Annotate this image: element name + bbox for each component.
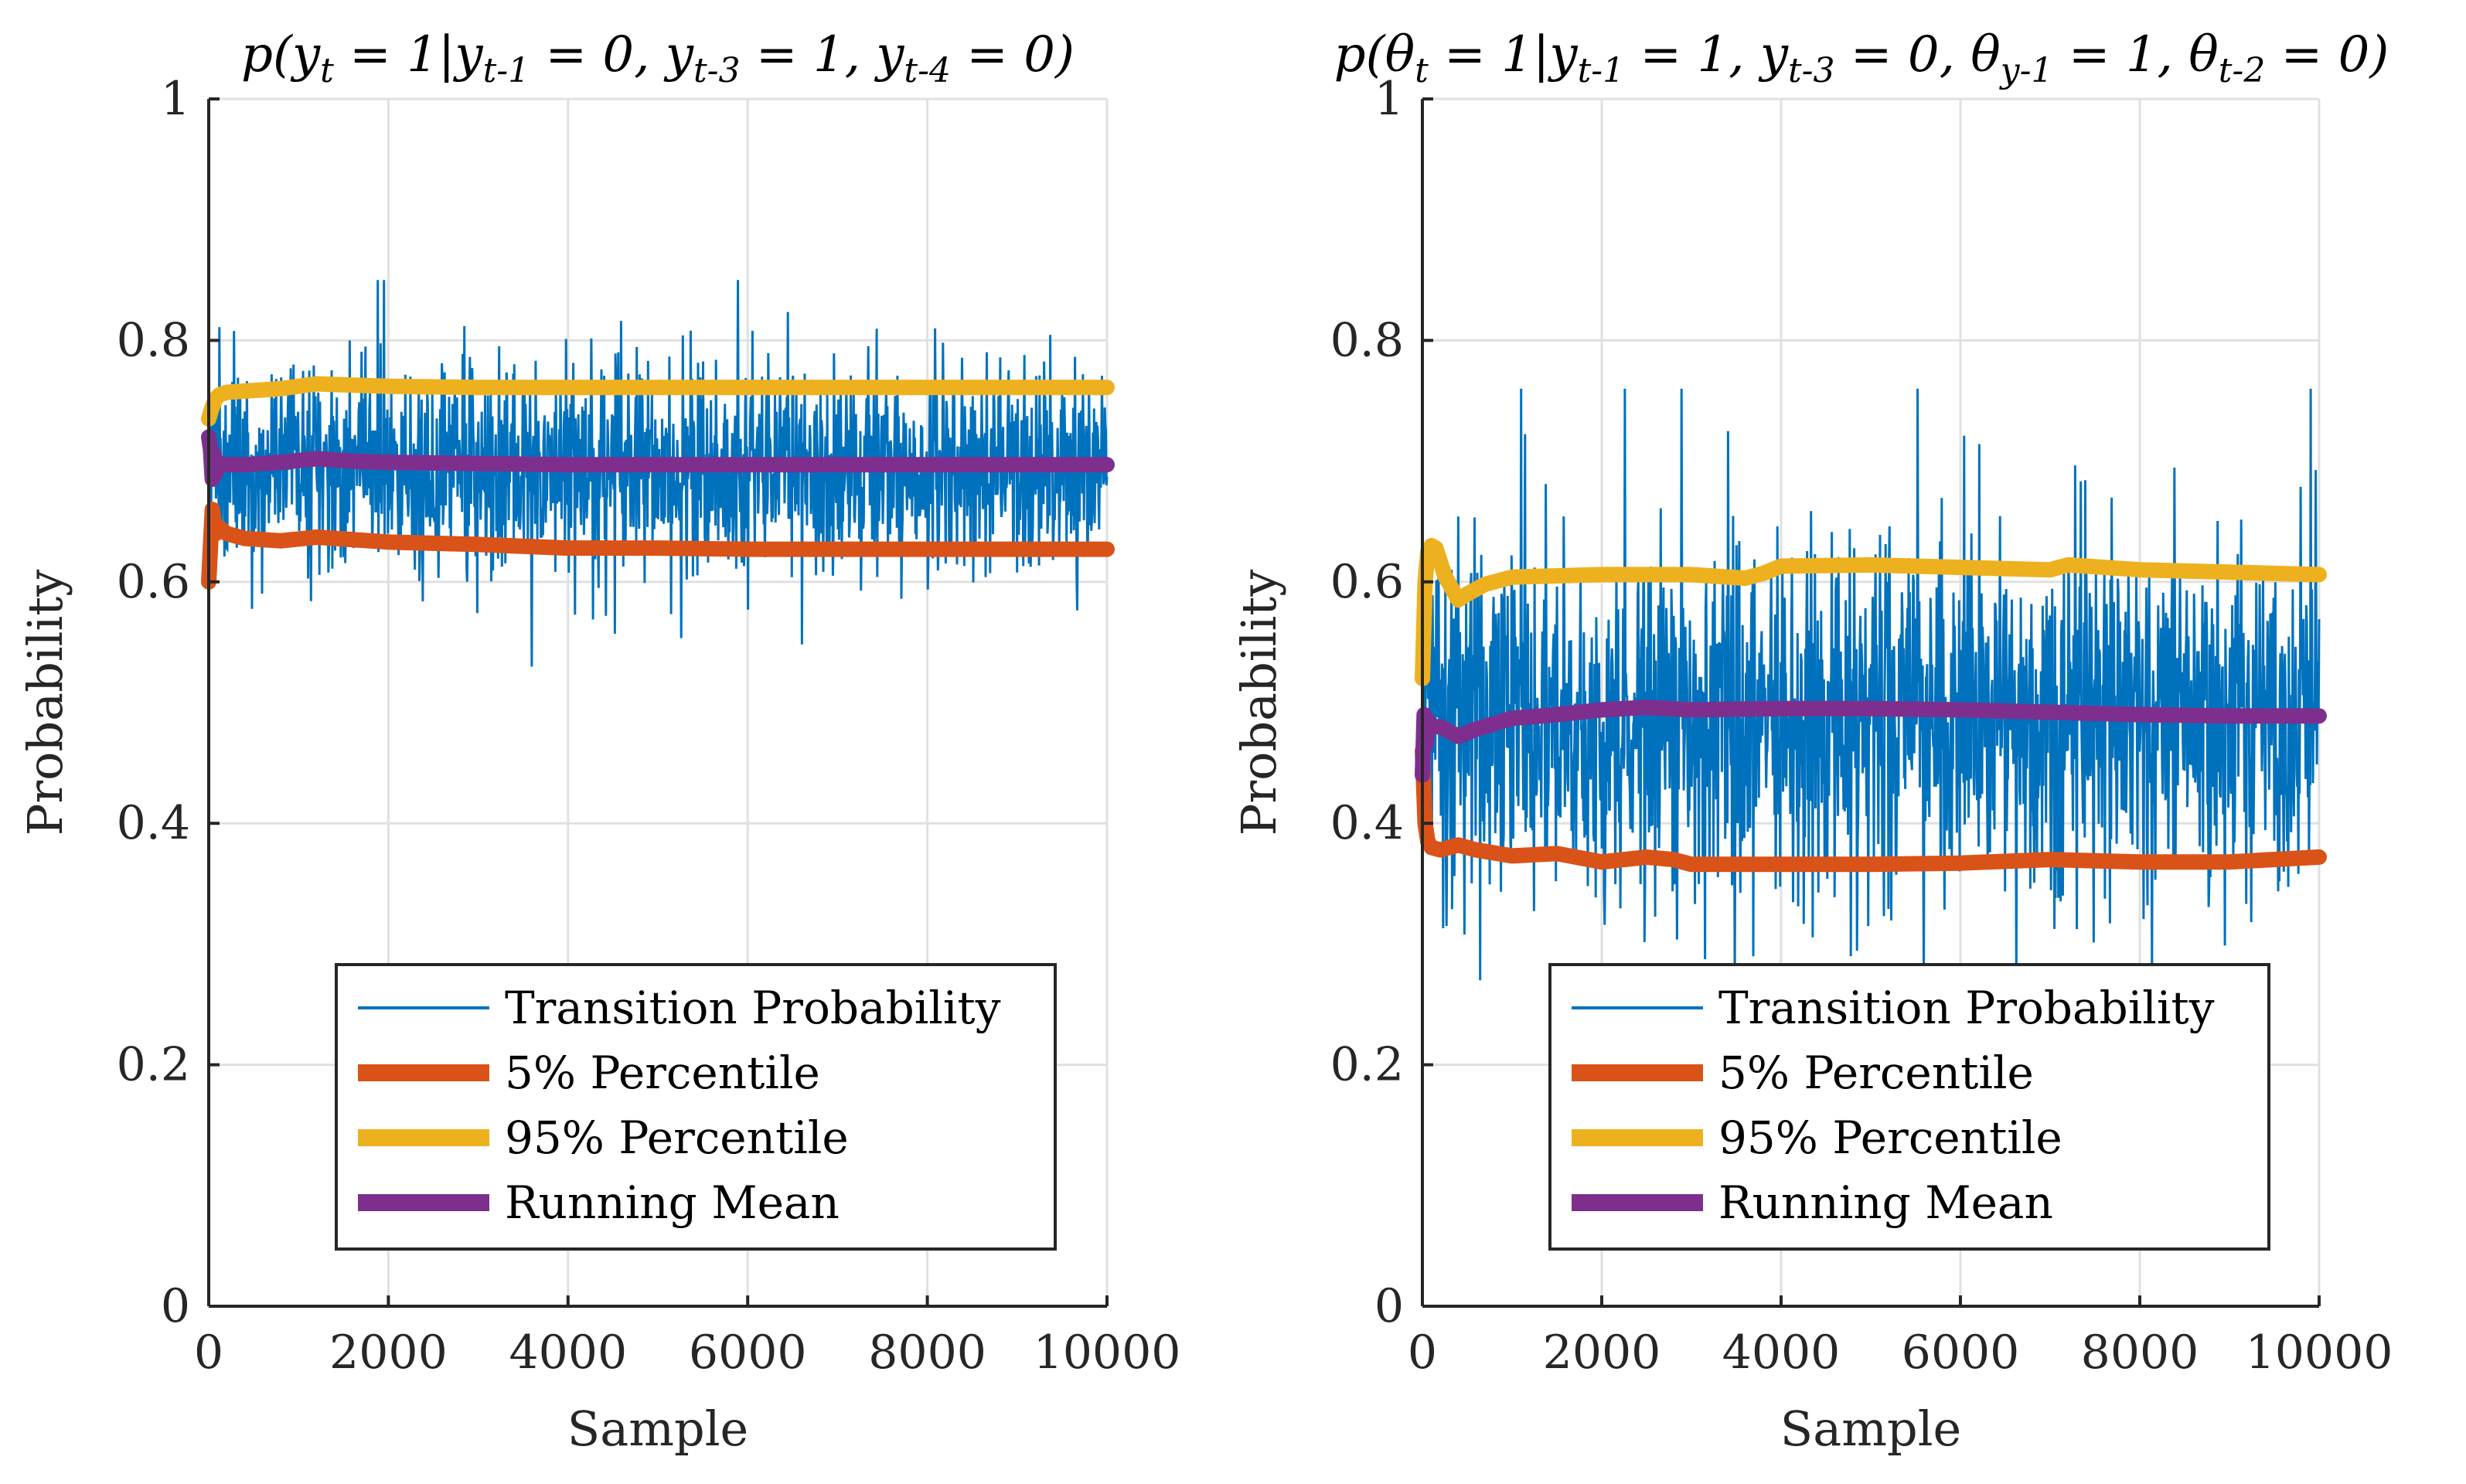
x-tick-label: 0 xyxy=(1408,1326,1437,1380)
y-tick-label: 0.4 xyxy=(117,796,190,850)
x-tick-label: 10000 xyxy=(2246,1326,2393,1380)
y-tick-label: 0.6 xyxy=(1330,555,1404,609)
series-5-percentile xyxy=(201,502,1115,590)
series-transition-probability xyxy=(207,280,1109,667)
y-axis-label: Probability xyxy=(1231,570,1287,836)
series-running-mean xyxy=(1415,699,2327,783)
legend-label: 5% Percentile xyxy=(1718,1047,2034,1099)
y-tick-label: 0 xyxy=(1374,1279,1404,1333)
x-tick-label: 8000 xyxy=(868,1326,986,1380)
legend-label: Running Mean xyxy=(1718,1176,2053,1229)
legend-label: Running Mean xyxy=(505,1176,840,1229)
series-95-percentile xyxy=(1415,537,2327,686)
right-chart-panel: 0 2000 4000 6000 8000 10000 0 0.2 0.4 0.6 0.8 1 Samp… xyxy=(1231,26,2393,1457)
legend-label: 95% Percentile xyxy=(1718,1111,2062,1164)
x-axis-label: Sample xyxy=(1780,1401,1961,1457)
y-tick-label: 0.2 xyxy=(117,1038,190,1092)
x-axis-label: Sample xyxy=(567,1401,748,1457)
chart-title: p(yt​ = 1|yt-1​ = 0, yt-3​ = 1, yt-4​ = … xyxy=(241,26,1075,90)
x-tick-label: 6000 xyxy=(1902,1326,2020,1380)
legend-label: 5% Percentile xyxy=(505,1047,820,1099)
x-tick-label: 6000 xyxy=(689,1326,807,1380)
series-running-mean xyxy=(201,429,1115,487)
x-tick-label: 4000 xyxy=(1722,1326,1841,1380)
y-tick-label: 1 xyxy=(1374,72,1404,126)
x-tick-label: 2000 xyxy=(329,1326,448,1380)
y-tick-label: 1 xyxy=(161,72,190,126)
y-tick-label: 0.2 xyxy=(1330,1038,1404,1092)
y-tick-label: 0 xyxy=(161,1279,190,1333)
y-tick-label: 0.8 xyxy=(1330,313,1404,367)
legend-label: Transition Probability xyxy=(1718,982,2215,1034)
y-tick-label: 0.8 xyxy=(117,313,190,367)
legend-label: 95% Percentile xyxy=(505,1111,849,1164)
chart-title: p(θt​ = 1|yt-1​ = 1, yt-3​ = 0, θy-1​ = … xyxy=(1334,26,2389,90)
x-tick-label: 0 xyxy=(194,1326,223,1380)
y-axis-label: Probability xyxy=(17,570,73,836)
x-tick-label: 2000 xyxy=(1543,1326,1661,1380)
x-tick-label: 8000 xyxy=(2081,1326,2199,1380)
left-chart-panel: 0 2000 4000 6000 8000 10000 0 0.2 0.4 0.6 0.8 1 Samp… xyxy=(17,26,1180,1457)
series-5-percentile xyxy=(1415,743,2327,873)
y-tick-label: 0.6 xyxy=(117,555,190,609)
series-transition-probability xyxy=(1421,388,2321,981)
legend-label: Transition Probability xyxy=(505,982,1001,1034)
series-95-percentile xyxy=(201,376,1115,427)
x-tick-label: 10000 xyxy=(1034,1326,1181,1380)
x-tick-label: 4000 xyxy=(509,1326,627,1380)
y-tick-label: 0.4 xyxy=(1330,796,1404,850)
